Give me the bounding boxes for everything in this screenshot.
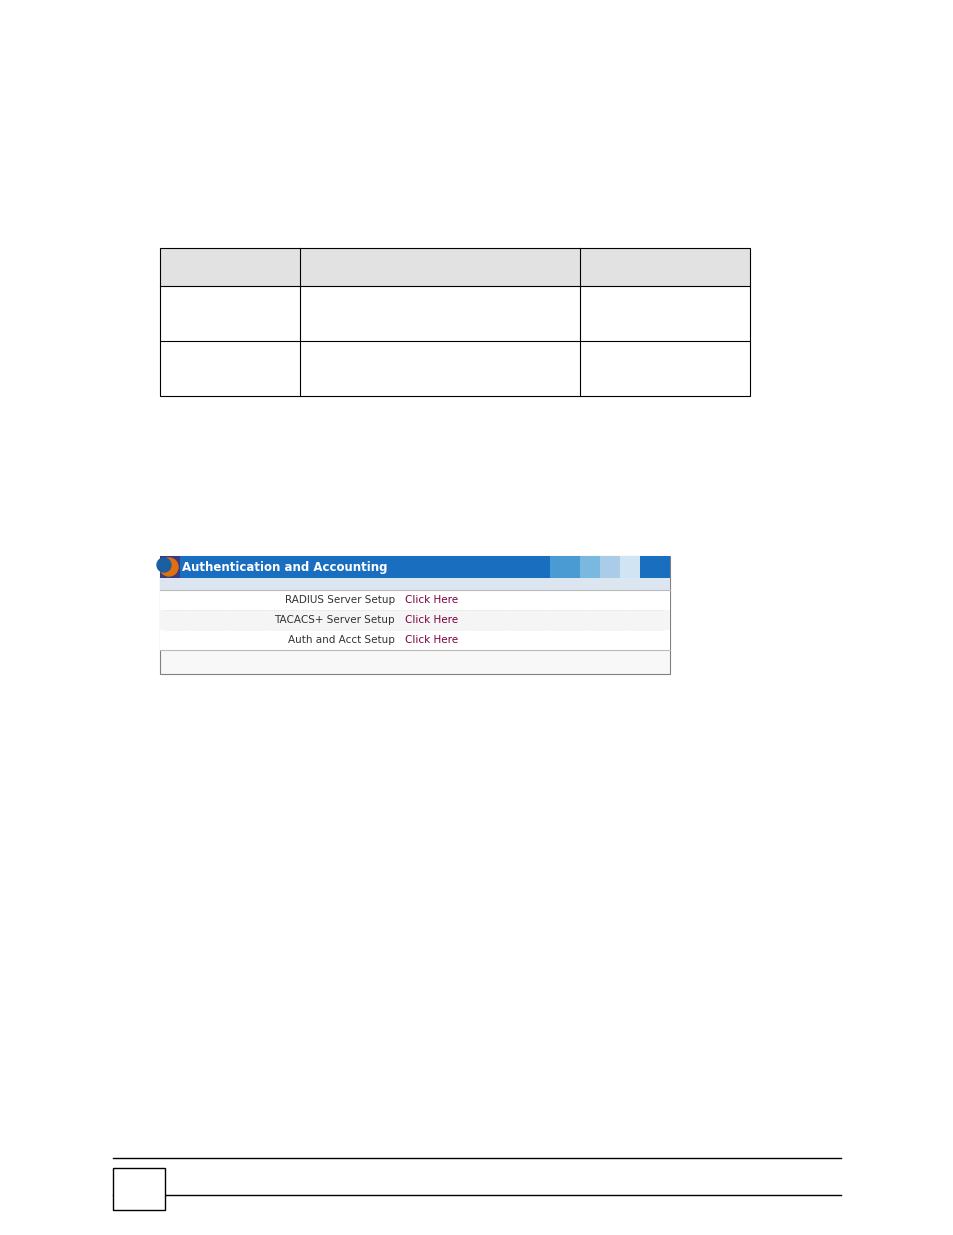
Bar [160,630,669,650]
Text: Click Here: Click Here [405,615,457,625]
Bar [160,556,180,578]
Text: Click Here: Click Here [405,595,457,605]
Bar [160,590,669,610]
Bar [160,248,749,396]
Bar [619,556,639,578]
Bar [112,1168,165,1210]
Bar [160,556,669,578]
Circle shape [157,558,171,572]
Bar [160,578,669,590]
Text: Authentication and Accounting: Authentication and Accounting [182,561,387,573]
Bar [579,556,599,578]
Bar [160,556,669,674]
Circle shape [160,558,178,576]
Text: Click Here: Click Here [405,635,457,645]
Bar [160,248,749,287]
Text: RADIUS Server Setup: RADIUS Server Setup [285,595,395,605]
Bar [599,556,619,578]
Bar [160,610,669,630]
Bar [550,556,579,578]
Text: TACACS+ Server Setup: TACACS+ Server Setup [274,615,395,625]
Text: Auth and Acct Setup: Auth and Acct Setup [288,635,395,645]
